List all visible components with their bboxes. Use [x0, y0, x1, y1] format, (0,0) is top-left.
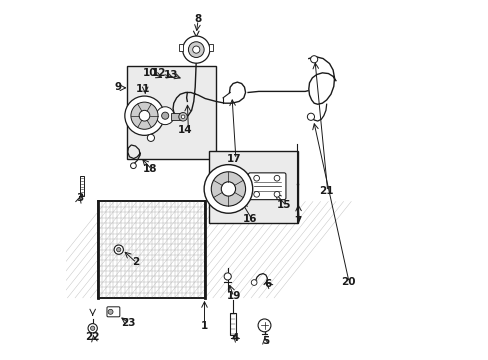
Text: 15: 15	[276, 200, 290, 210]
Text: 13: 13	[163, 69, 178, 80]
Circle shape	[192, 46, 200, 53]
Bar	[209, 44, 213, 51]
FancyBboxPatch shape	[107, 307, 120, 317]
Text: 7: 7	[294, 216, 301, 226]
Circle shape	[131, 102, 158, 129]
Circle shape	[258, 319, 270, 332]
Circle shape	[179, 112, 187, 121]
Text: 17: 17	[226, 154, 241, 163]
Circle shape	[211, 172, 245, 206]
Circle shape	[139, 111, 149, 121]
Text: 20: 20	[340, 277, 355, 287]
Circle shape	[88, 324, 97, 333]
Circle shape	[203, 165, 252, 213]
Bar	[230, 313, 235, 336]
Circle shape	[274, 192, 279, 197]
Text: 22: 22	[85, 332, 100, 342]
Text: 3: 3	[77, 193, 83, 203]
Text: 1: 1	[201, 321, 208, 332]
FancyBboxPatch shape	[248, 173, 285, 200]
Text: 8: 8	[194, 14, 201, 24]
Text: 23: 23	[121, 318, 135, 328]
Text: 2: 2	[132, 257, 139, 267]
Bar	[208, 152, 298, 223]
Bar	[80, 176, 84, 196]
Circle shape	[130, 163, 136, 168]
Text: 10: 10	[142, 68, 157, 78]
Bar	[126, 66, 216, 158]
Text: 4: 4	[231, 333, 239, 343]
Circle shape	[114, 245, 123, 254]
Text: 12: 12	[152, 68, 166, 78]
Circle shape	[253, 175, 259, 181]
Bar	[171, 113, 181, 120]
Circle shape	[310, 56, 317, 63]
Circle shape	[147, 134, 154, 141]
Circle shape	[274, 175, 279, 181]
Circle shape	[162, 112, 168, 119]
Text: 9: 9	[114, 82, 121, 92]
Circle shape	[124, 96, 164, 135]
Circle shape	[90, 326, 95, 330]
Circle shape	[156, 107, 174, 125]
Circle shape	[224, 273, 231, 280]
Bar	[179, 44, 183, 51]
Circle shape	[116, 248, 121, 252]
Text: 16: 16	[242, 214, 257, 224]
Text: 19: 19	[226, 291, 241, 301]
Text: 11: 11	[135, 84, 150, 94]
Text: 14: 14	[178, 125, 192, 135]
Circle shape	[253, 192, 259, 197]
Circle shape	[108, 309, 113, 314]
Text: 18: 18	[142, 164, 157, 174]
Bar	[98, 202, 205, 298]
Circle shape	[183, 36, 209, 63]
Circle shape	[188, 42, 203, 58]
Text: 21: 21	[319, 186, 333, 196]
Text: 6: 6	[264, 279, 271, 289]
Text: 5: 5	[262, 337, 269, 346]
Circle shape	[221, 182, 235, 196]
Circle shape	[307, 113, 314, 120]
Circle shape	[251, 280, 257, 285]
Circle shape	[181, 115, 184, 118]
